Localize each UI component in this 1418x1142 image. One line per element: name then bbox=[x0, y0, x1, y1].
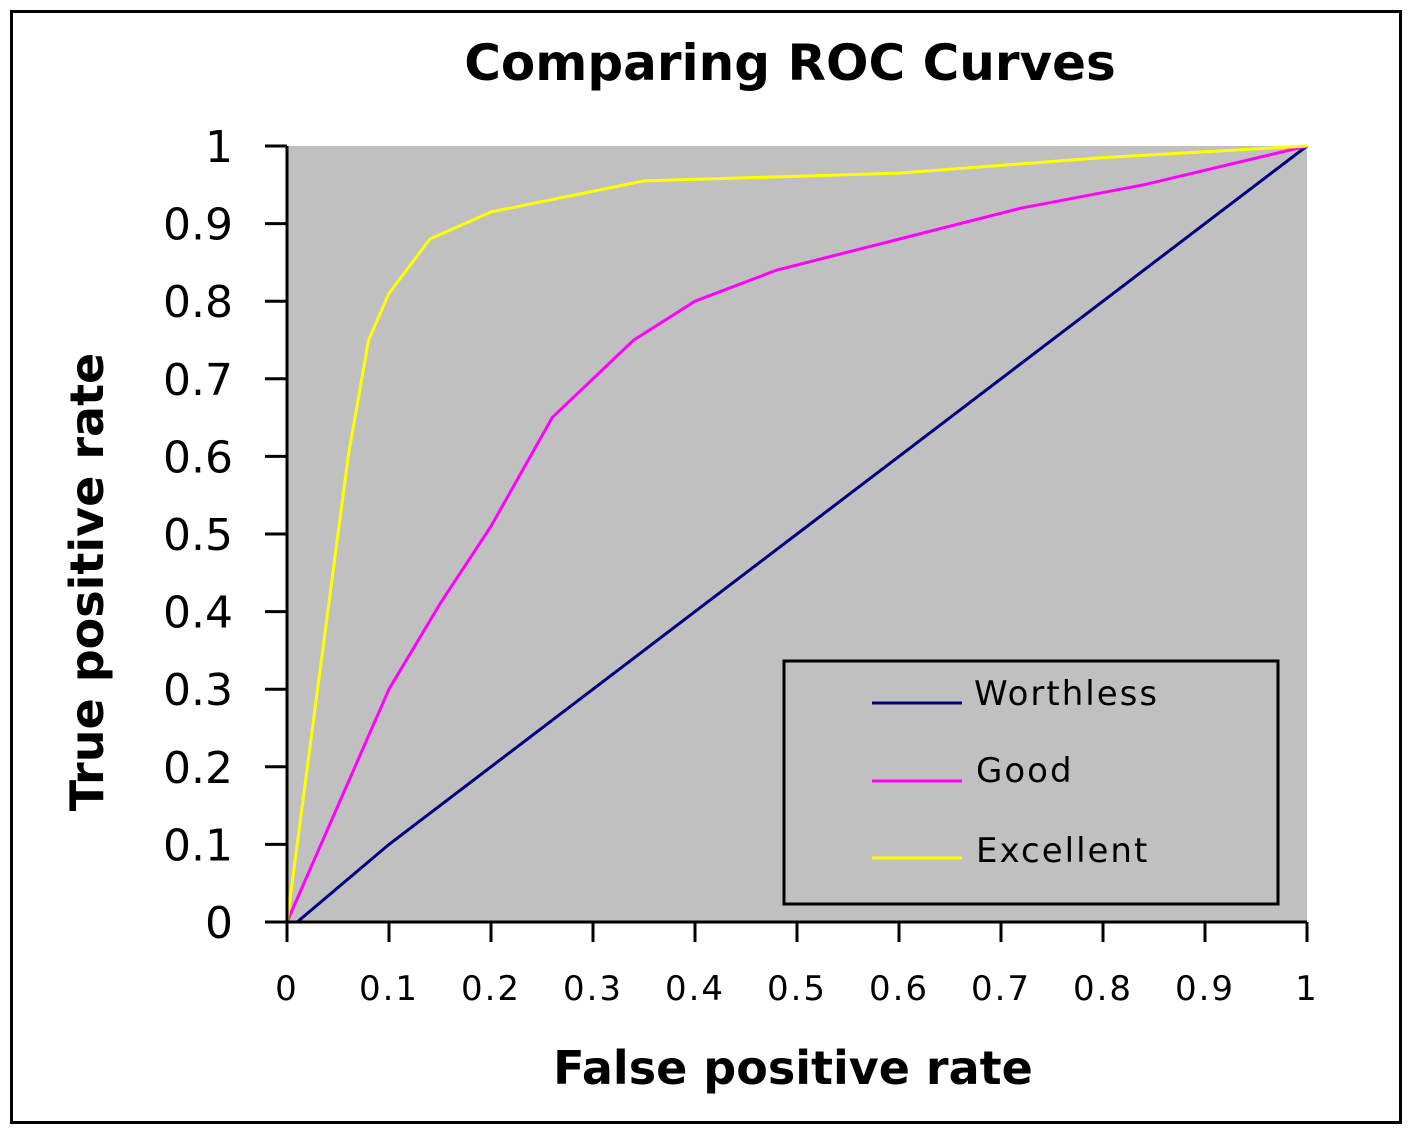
y-tick-label: 0.4 bbox=[163, 588, 233, 639]
legend-label-good: Good bbox=[976, 751, 1074, 791]
y-tick-label: 0.2 bbox=[163, 743, 233, 794]
y-tick-label: 0 bbox=[205, 898, 233, 949]
x-tick-label: 0.2 bbox=[461, 969, 521, 1009]
x-tick-label: 0.3 bbox=[563, 969, 623, 1009]
x-ticks: 0 0.1 0.2 0.3 0.4 0.5 0.6 0.7 0.8 0.9 1 bbox=[275, 922, 1319, 1009]
legend-box bbox=[782, 659, 1280, 906]
x-tick-label: 0.9 bbox=[1175, 969, 1235, 1009]
x-tick-label: 0.6 bbox=[869, 969, 929, 1009]
y-ticks: 0 0.1 0.2 0.3 0.4 0.5 0.6 0.7 0.8 0.9 1 bbox=[163, 122, 287, 949]
legend-label-worthless: Worthless bbox=[974, 674, 1159, 714]
x-tick-label: 0.8 bbox=[1073, 969, 1133, 1009]
y-axis-label: True positive rate bbox=[60, 353, 114, 812]
x-tick-label: 0.5 bbox=[767, 969, 827, 1009]
y-tick-label: 0.8 bbox=[163, 277, 233, 328]
x-axis-label: False positive rate bbox=[553, 1041, 1033, 1095]
chart-title: Comparing ROC Curves bbox=[464, 34, 1116, 92]
x-tick-label: 0.7 bbox=[971, 969, 1031, 1009]
series-line-excellent bbox=[285, 144, 1308, 923]
series-line-worthless bbox=[296, 144, 1308, 924]
legend: Worthless Good Excellent bbox=[782, 659, 1280, 906]
legend-label-excellent: Excellent bbox=[976, 831, 1149, 871]
y-tick-label: 0.1 bbox=[163, 820, 233, 871]
y-tick-label: 0.6 bbox=[163, 432, 233, 483]
x-tick-label: 1 bbox=[1295, 969, 1319, 1009]
series-layer bbox=[285, 144, 1308, 924]
x-tick-label: 0.4 bbox=[665, 969, 725, 1009]
x-tick-label: 0.1 bbox=[359, 969, 419, 1009]
y-tick-label: 0.9 bbox=[163, 200, 233, 251]
series-line-good bbox=[285, 144, 1308, 923]
x-tick-label: 0 bbox=[275, 969, 299, 1009]
y-tick-label: 0.3 bbox=[163, 665, 233, 716]
y-tick-label: 1 bbox=[205, 122, 233, 173]
y-tick-label: 0.7 bbox=[163, 355, 233, 406]
y-tick-label: 0.5 bbox=[163, 510, 233, 561]
